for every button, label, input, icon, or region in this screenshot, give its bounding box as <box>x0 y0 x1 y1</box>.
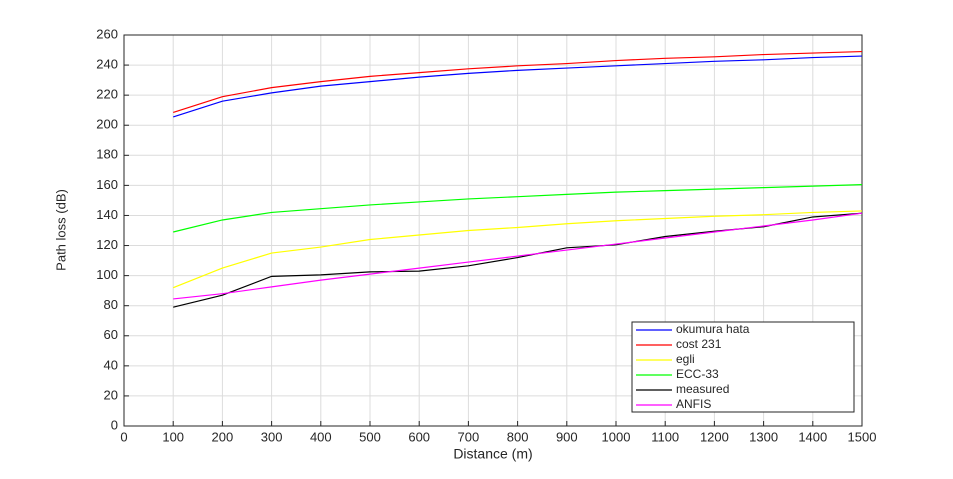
y-tick-label: 180 <box>96 147 118 162</box>
y-tick-label: 120 <box>96 237 118 252</box>
legend-label: okumura hata <box>676 322 750 336</box>
y-tick-label: 200 <box>96 117 118 132</box>
y-tick-label: 0 <box>111 417 118 432</box>
x-tick-label: 100 <box>162 429 184 444</box>
x-tick-label: 300 <box>261 429 283 444</box>
legend-box <box>631 321 855 413</box>
axes-box <box>123 34 863 427</box>
y-axis-label: Path loss (dB) <box>53 189 68 271</box>
x-axis-label: Distance (m) <box>453 446 532 462</box>
legend-label: measured <box>676 382 729 396</box>
series-line <box>173 55 863 118</box>
y-tick-label: 100 <box>96 267 118 282</box>
x-tick-label: 1000 <box>602 429 631 444</box>
x-tick-label: 0 <box>120 429 127 444</box>
legend-label: ANFIS <box>676 397 711 411</box>
x-tick-label: 1200 <box>700 429 729 444</box>
x-tick-label: 200 <box>212 429 234 444</box>
series-line <box>173 184 863 233</box>
x-tick-label: 400 <box>310 429 332 444</box>
x-tick-label: 1400 <box>798 429 827 444</box>
y-tick-label: 220 <box>96 87 118 102</box>
y-tick-label: 260 <box>96 26 118 41</box>
series-line <box>172 210 863 289</box>
y-tick-label: 80 <box>104 297 118 312</box>
x-tick-label: 900 <box>556 429 578 444</box>
y-tick-label: 160 <box>96 177 118 192</box>
y-tick-label: 20 <box>104 387 118 402</box>
x-tick-label: 1100 <box>651 429 679 444</box>
series-line <box>173 50 863 114</box>
legend-label: cost 231 <box>676 337 722 351</box>
y-tick-label: 240 <box>96 57 118 72</box>
x-tick-label: 600 <box>408 429 430 444</box>
legend-label: egli <box>676 352 695 366</box>
y-tick-label: 60 <box>104 327 118 342</box>
y-tick-label: 140 <box>96 207 118 222</box>
x-tick-label: 1500 <box>848 429 877 444</box>
x-tick-label: 800 <box>507 429 529 444</box>
series-line <box>173 212 863 300</box>
y-tick-label: 40 <box>104 357 118 372</box>
x-tick-label: 1300 <box>749 429 778 444</box>
legend-label: ECC-33 <box>676 367 719 381</box>
x-tick-label: 500 <box>359 429 381 444</box>
x-tick-label: 700 <box>458 429 480 444</box>
